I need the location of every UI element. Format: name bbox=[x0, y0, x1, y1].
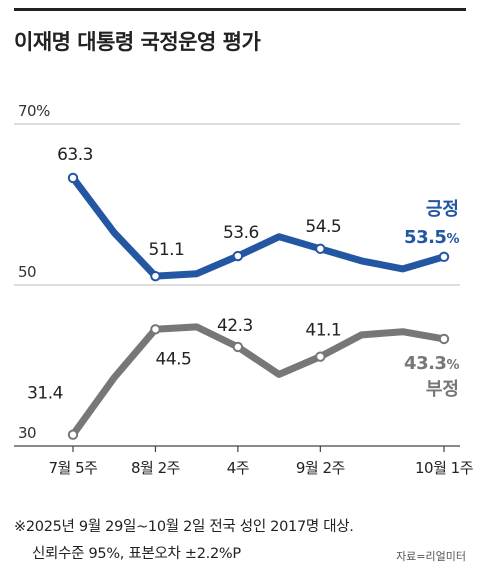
data-label: 41.1 bbox=[305, 321, 341, 341]
x-tick-label: 4주 bbox=[227, 459, 249, 477]
data-point-marker bbox=[67, 429, 79, 440]
data-label: 44.5 bbox=[156, 349, 192, 369]
negative-final-value: 43.3% bbox=[404, 353, 459, 374]
data-point-marker bbox=[67, 172, 79, 184]
data-point-marker bbox=[232, 250, 244, 262]
data-label: 63.3 bbox=[57, 145, 93, 165]
y-tick-label: 50 bbox=[18, 263, 36, 281]
data-label: 31.4 bbox=[27, 384, 63, 404]
final-value-unit: % bbox=[446, 232, 459, 247]
positive-series-line bbox=[69, 174, 448, 280]
footnote-line-1: ※2025년 9월 29일~10월 2일 전국 성인 2017명 대상. bbox=[14, 519, 354, 535]
final-value-unit: % bbox=[446, 358, 459, 373]
y-tick-label: 70% bbox=[18, 102, 50, 120]
line-chart: 70% 50 30 7월 5주 8월 2주 4주 9월 2주 10월 1주 63.3 51.1 53… bbox=[14, 102, 474, 477]
source-credit: 자료=리얼미터 bbox=[396, 550, 466, 563]
data-point-marker bbox=[438, 333, 450, 345]
x-tick-label: 8월 2주 bbox=[131, 459, 180, 477]
data-label: 53.6 bbox=[223, 223, 259, 243]
data-point-marker bbox=[232, 341, 244, 353]
data-point-marker bbox=[150, 270, 161, 282]
data-point-marker bbox=[315, 351, 326, 362]
y-tick-label: 30 bbox=[18, 424, 36, 442]
chart-title: 이재명 대통령 국정운영 평가 bbox=[14, 30, 261, 54]
x-tick-label: 7월 5주 bbox=[49, 459, 98, 477]
data-point-marker bbox=[150, 324, 161, 335]
final-value-number: 43.3 bbox=[404, 353, 446, 374]
final-value-number: 53.5 bbox=[404, 227, 446, 248]
positive-series-name: 긍정 bbox=[426, 199, 459, 220]
negative-series-name: 부정 bbox=[426, 379, 459, 400]
data-label: 51.1 bbox=[149, 240, 185, 260]
title-rule bbox=[14, 8, 466, 11]
footnote: ※2025년 9월 29일~10월 2일 전국 성인 2017명 대상. 신뢰수… bbox=[14, 514, 354, 568]
x-tick-label: 10월 1주 bbox=[415, 459, 473, 477]
negative-series-line bbox=[69, 323, 448, 439]
data-label: 42.3 bbox=[217, 316, 253, 336]
x-tick-label: 9월 2주 bbox=[296, 459, 345, 477]
footnote-line-2: 신뢰수준 95%, 표본오차 ±2.2%P bbox=[32, 546, 241, 562]
data-point-marker bbox=[315, 243, 326, 254]
positive-final-value: 53.5% bbox=[404, 227, 459, 248]
data-point-marker bbox=[438, 251, 450, 263]
data-label: 54.5 bbox=[305, 217, 341, 237]
